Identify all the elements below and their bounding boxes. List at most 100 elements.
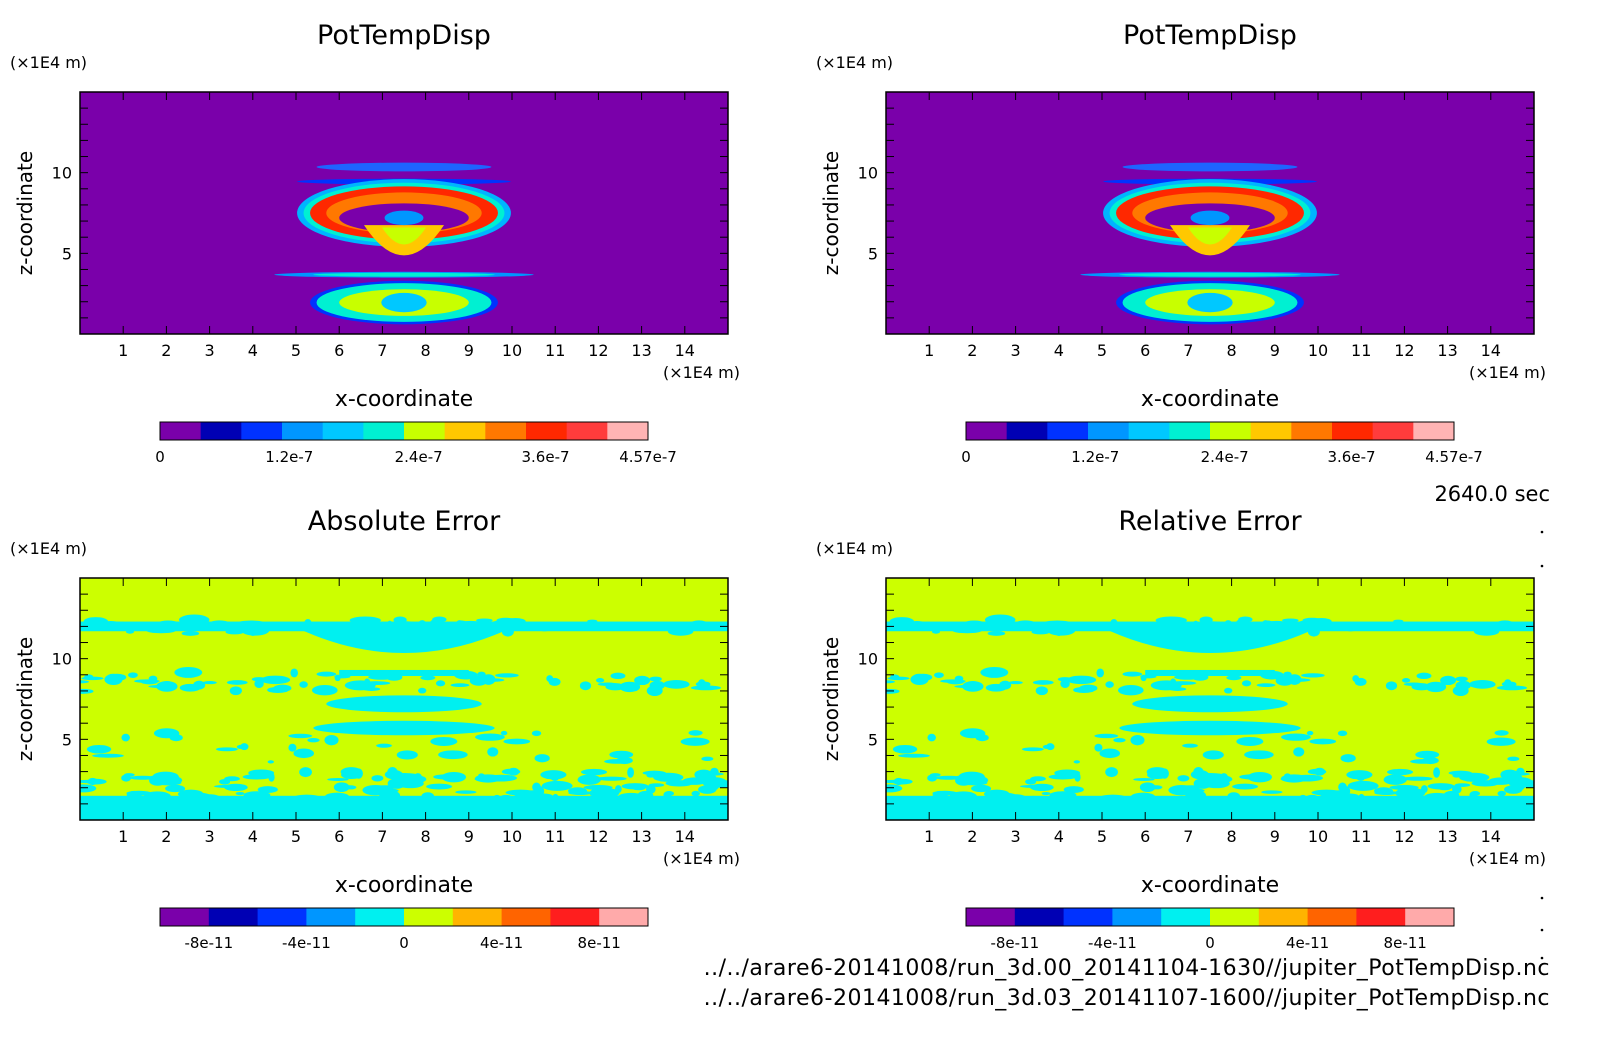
upper-speckle-mark <box>181 631 200 636</box>
lower-speckle-mark <box>353 796 364 801</box>
lower-speckle-mark <box>299 767 312 778</box>
y-tick-label: 10 <box>52 650 72 669</box>
center-speckle-mark <box>1099 748 1121 759</box>
lower-speckle-mark <box>932 790 948 799</box>
lower-speckle-mark <box>1504 785 1523 794</box>
lower-speckle-mark <box>257 786 278 794</box>
lower-speckle-mark <box>1497 790 1506 797</box>
center-speckle-mark <box>86 744 112 754</box>
upper-speckle-mark <box>931 630 941 634</box>
lower-speckle-mark <box>1063 786 1084 794</box>
upper-speckle-mark <box>125 630 135 634</box>
lower-speckle-mark <box>1019 784 1052 788</box>
mid-speckle-mark <box>1401 678 1411 683</box>
bowl-base-mark <box>339 669 469 677</box>
lower-speckle-mark <box>124 773 135 777</box>
upper-speckle-mark <box>146 628 176 634</box>
lower-speckle-mark <box>589 787 620 799</box>
chart-title: Relative Error <box>1118 506 1302 537</box>
upper-speckle-mark <box>1047 624 1076 636</box>
center-blob-mark <box>313 720 495 736</box>
mid-speckle-mark <box>1496 685 1528 691</box>
mid-speckle-mark <box>1008 681 1023 685</box>
lower-speckle-mark <box>627 767 634 778</box>
upper-speckle-mark <box>349 616 381 624</box>
center-speckle-mark <box>1182 743 1198 748</box>
x-axis-label: x-coordinate <box>1141 387 1279 412</box>
center-speckle-mark <box>898 753 930 758</box>
mid-speckle-mark <box>985 683 1007 692</box>
lower-speckle-mark <box>540 770 567 780</box>
center-speckle-mark <box>121 733 130 742</box>
center-speckle-mark <box>1486 737 1516 746</box>
y-unit-label: (×1E4 m) <box>816 539 893 558</box>
y-tick-label: 5 <box>868 730 878 749</box>
upper-speckle-mark <box>83 617 109 626</box>
x-tick-label: 8 <box>1227 341 1237 360</box>
x-unit-label: (×1E4 m) <box>1469 849 1546 868</box>
mid-speckle-mark <box>1174 674 1201 680</box>
y-tick-label: 5 <box>868 244 878 263</box>
lower-speckle-mark <box>492 794 502 803</box>
colorbar-swatch <box>550 908 600 926</box>
x-tick-label: 6 <box>334 341 344 360</box>
mid-speckle-mark <box>1226 675 1242 681</box>
lower-speckle-mark <box>646 784 656 794</box>
center-speckle-mark <box>1202 750 1224 760</box>
colorbar-label: 0 <box>961 448 971 466</box>
lower-speckle-mark <box>886 784 903 793</box>
x-tick-label: 2 <box>161 827 171 846</box>
lower-speckle-mark <box>213 784 246 788</box>
center-speckle-mark <box>1130 734 1145 746</box>
plot-frame <box>79 91 729 335</box>
colorbar-swatch <box>282 422 324 440</box>
center-blob-mark <box>1132 695 1288 713</box>
colorbar-swatch <box>1372 422 1414 440</box>
x-tick-label: 10 <box>1308 827 1328 846</box>
lower-speckle-mark <box>1005 794 1027 804</box>
lower-speckle-mark <box>500 794 512 800</box>
x-tick-label: 8 <box>421 341 431 360</box>
lower-speckle-mark <box>1306 794 1318 800</box>
upper-speckle-mark <box>1227 628 1251 639</box>
center-speckle-mark <box>1494 730 1509 736</box>
upper-speckle-mark <box>987 631 1006 636</box>
file-path-2: ../../arare6-20141008/run_3d.03_20141107… <box>703 986 1550 1011</box>
x-tick-label: 12 <box>588 827 608 846</box>
chart-title: PotTempDisp <box>1123 20 1297 51</box>
plot-frame <box>885 577 1535 821</box>
mid-speckle-mark <box>546 675 554 683</box>
lower-speckle-mark <box>935 775 963 780</box>
mid-speckle-mark <box>1283 671 1292 678</box>
plot-area <box>80 578 728 820</box>
lower-speckle-mark <box>1433 767 1440 778</box>
mid-speckle-mark <box>649 676 662 682</box>
x-tick-label: 9 <box>1270 827 1280 846</box>
mid-speckle-mark <box>1425 681 1447 693</box>
mid-speckle-mark <box>254 679 264 689</box>
mid-speckle-mark <box>940 679 966 683</box>
chart-panel-3: Absolute Error(×1E4 m)1 2 3 4 5 6 7 8 9 10 11 12 13 1… <box>10 506 740 952</box>
lower-speckle-mark <box>371 775 384 782</box>
lower-speckle-mark <box>199 794 221 804</box>
colorbar-label: 4e-11 <box>1286 934 1329 952</box>
lower-speckle-mark <box>1100 794 1126 800</box>
x-tick-label: 2 <box>967 827 977 846</box>
upper-speckle-mark <box>587 619 598 623</box>
mid-speckle-mark <box>1060 679 1070 689</box>
center-speckle-mark <box>376 743 392 748</box>
upper-speckle-mark <box>421 628 445 639</box>
upper-speckle-mark <box>1013 620 1038 630</box>
lower-speckle-mark <box>1048 774 1077 780</box>
plot-area <box>886 578 1534 820</box>
lower-speckle-mark <box>1427 783 1455 790</box>
upper-speckle-mark <box>952 628 982 634</box>
center-speckle-mark <box>1306 730 1314 736</box>
mid-speckle-mark <box>84 674 94 680</box>
colorbar-swatch <box>1161 908 1211 926</box>
lower-speckle-mark <box>1452 773 1462 778</box>
mid-speckle-mark <box>368 674 395 680</box>
lower-speckle-mark <box>1395 787 1426 799</box>
plot-area <box>886 92 1534 334</box>
colorbar-swatch <box>501 908 551 926</box>
